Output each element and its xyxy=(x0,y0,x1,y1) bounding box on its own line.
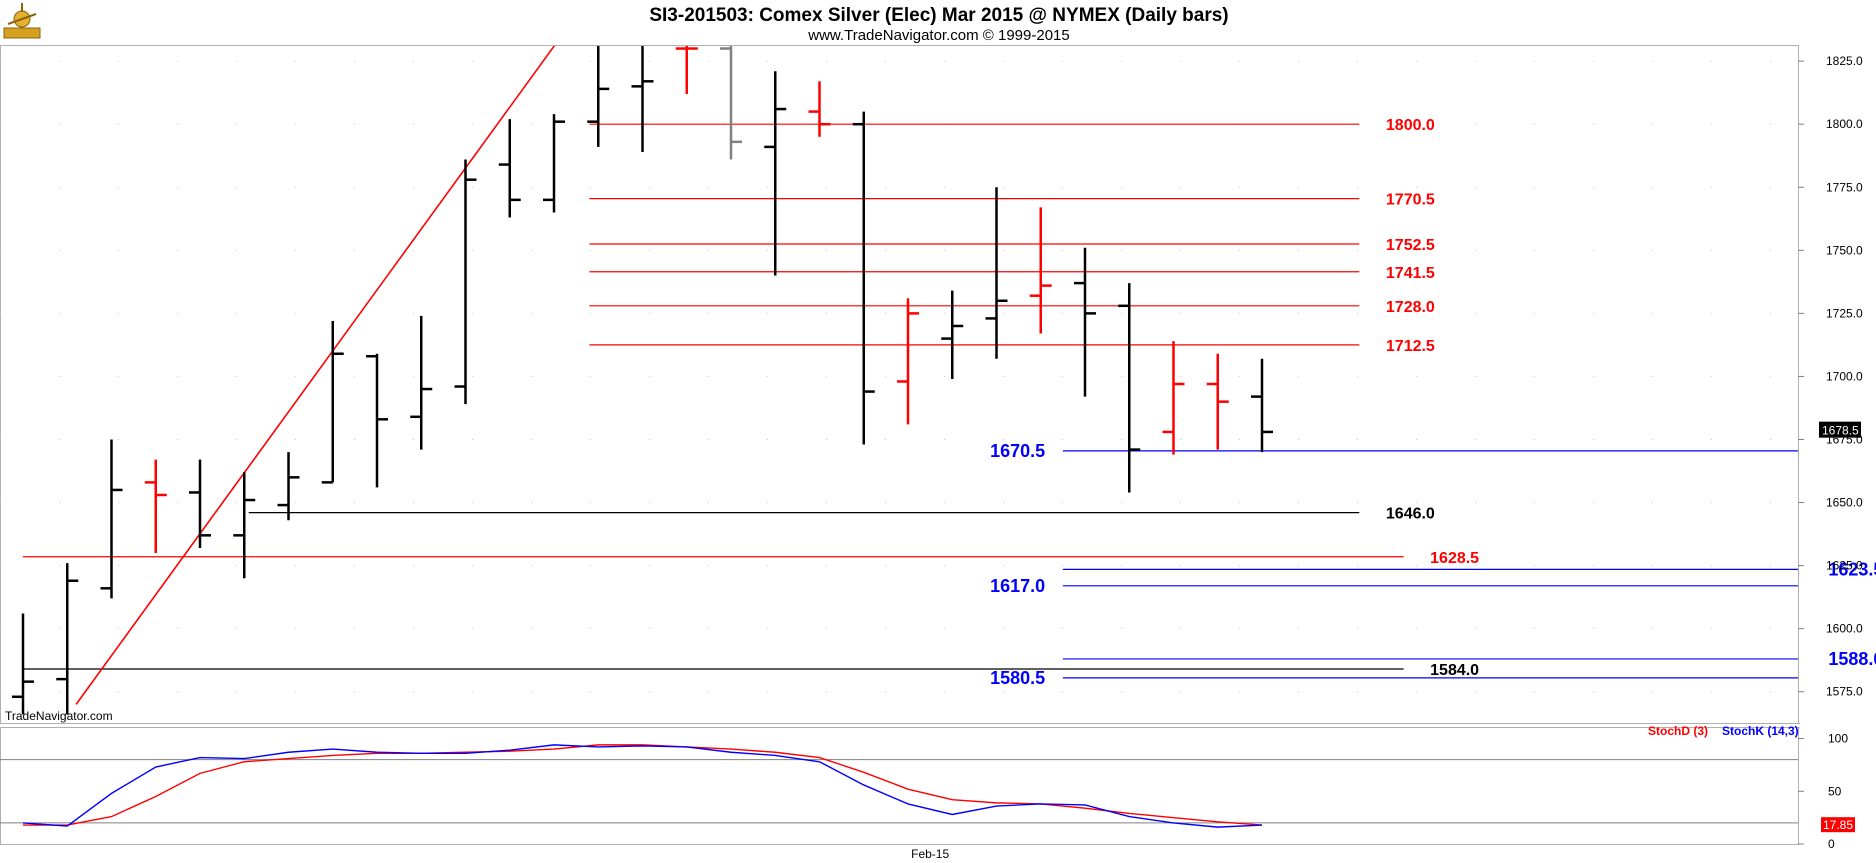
ohlc-bar xyxy=(675,46,698,94)
ohlc-bar xyxy=(941,290,964,379)
ohlc-bar xyxy=(764,71,787,276)
stoch-panel-frame xyxy=(0,727,1799,845)
level-label: 1752.5 xyxy=(1386,237,1435,254)
level-label: 1623.5 xyxy=(1828,559,1876,579)
axis-tick-label: 1625.0 xyxy=(1826,559,1863,573)
level-label: 1712.5 xyxy=(1386,338,1435,355)
level-label: 1800.0 xyxy=(1386,117,1435,134)
trendline-layer xyxy=(75,46,556,705)
axis-tick-label: 1700.0 xyxy=(1826,369,1863,383)
ohlc-bar xyxy=(1206,353,1229,450)
stochastic-panel: 100 50 0 StochD (3) StochK (14,3) 17.85 xyxy=(0,724,1855,851)
trendline xyxy=(75,46,556,705)
stochK-legend: StochK (14,3) xyxy=(1722,724,1799,738)
ohlc-bar xyxy=(233,472,256,579)
price-panel-frame xyxy=(0,45,1799,724)
watermark: TradeNavigator.com xyxy=(5,709,113,723)
x-axis-label: Feb-15 xyxy=(911,847,949,861)
logo-icon xyxy=(3,3,41,39)
ohlc-bar xyxy=(189,459,211,548)
level-label: 1584.0 xyxy=(1430,662,1479,679)
level-label: 1728.0 xyxy=(1386,299,1435,316)
ohlc-bar xyxy=(277,452,300,521)
stochK-line xyxy=(22,744,1263,828)
ohlc-bar xyxy=(852,111,875,445)
ohlc-bar xyxy=(1118,283,1141,493)
ohlc-bar xyxy=(498,119,521,218)
ohlc-bar xyxy=(1162,341,1185,455)
ohlc-bar xyxy=(56,563,79,715)
ohlc-bar xyxy=(1074,247,1096,397)
level-label: 1741.5 xyxy=(1386,265,1435,282)
stoch-last-tag xyxy=(1821,817,1855,833)
chart-subtitle: www.TradeNavigator.com © 1999-2015 xyxy=(807,27,1069,44)
ohlc-bar xyxy=(897,298,919,425)
ohlc-bar xyxy=(985,187,1008,359)
price-axis: 1800.0 1770.5 1752.5 1741.5 1728.0 1712.5 1670… xyxy=(911,54,1876,861)
stoch-axis-label: 100 xyxy=(1828,732,1848,746)
level-label: 1670.5 xyxy=(990,441,1045,461)
ohlc-bar xyxy=(100,439,123,599)
ohlc-bar xyxy=(321,320,344,484)
grid xyxy=(0,60,1798,693)
level-label: 1588.0 xyxy=(1828,649,1876,669)
stoch-axis-label: 50 xyxy=(1828,784,1842,798)
ohlc-bar xyxy=(631,46,654,152)
axis-tick-label: 1600.0 xyxy=(1826,622,1863,636)
level-label: 1770.5 xyxy=(1386,192,1435,209)
ohlc-bar xyxy=(587,46,610,147)
stoch-last-label: 17.85 xyxy=(1823,818,1853,832)
axis-tick-label: 1650.0 xyxy=(1826,496,1863,510)
level-label: 1646.0 xyxy=(1386,506,1435,523)
axis-tick-label: 1775.0 xyxy=(1826,180,1863,194)
axis-tick-label: 1800.0 xyxy=(1826,117,1863,131)
ohlc-bars xyxy=(12,46,1273,715)
chart-title: SI3-201503: Comex Silver (Elec) Mar 2015… xyxy=(649,5,1228,26)
ohlc-bar xyxy=(808,81,831,137)
ohlc-bar xyxy=(1029,207,1052,334)
level-label: 1617.0 xyxy=(990,576,1045,596)
stoch-axis-label: 0 xyxy=(1828,837,1835,851)
ohlc-bar xyxy=(410,315,433,450)
stochD-legend: StochD (3) xyxy=(1648,724,1708,738)
last-price-tag xyxy=(1819,421,1861,438)
ohlc-bar xyxy=(1251,358,1273,453)
price-levels xyxy=(23,123,1798,679)
axis-tick-label: 1750.0 xyxy=(1826,243,1863,257)
level-label: 1628.5 xyxy=(1430,550,1479,567)
ohlc-bar xyxy=(12,613,34,715)
stochD-line xyxy=(23,744,1263,826)
ohlc-bar xyxy=(454,159,477,405)
ohlc-bar xyxy=(366,353,388,488)
ohlc-bar xyxy=(543,114,565,213)
axis-tick-label: 1825.0 xyxy=(1826,54,1863,68)
level-label: 1580.5 xyxy=(990,668,1045,688)
axis-tick-label: 1575.0 xyxy=(1826,685,1863,699)
axis-tick-label: 1725.0 xyxy=(1826,306,1863,320)
last-price-label: 1678.5 xyxy=(1822,424,1859,438)
ohlc-bar xyxy=(720,46,742,160)
ohlc-bar xyxy=(144,459,167,553)
